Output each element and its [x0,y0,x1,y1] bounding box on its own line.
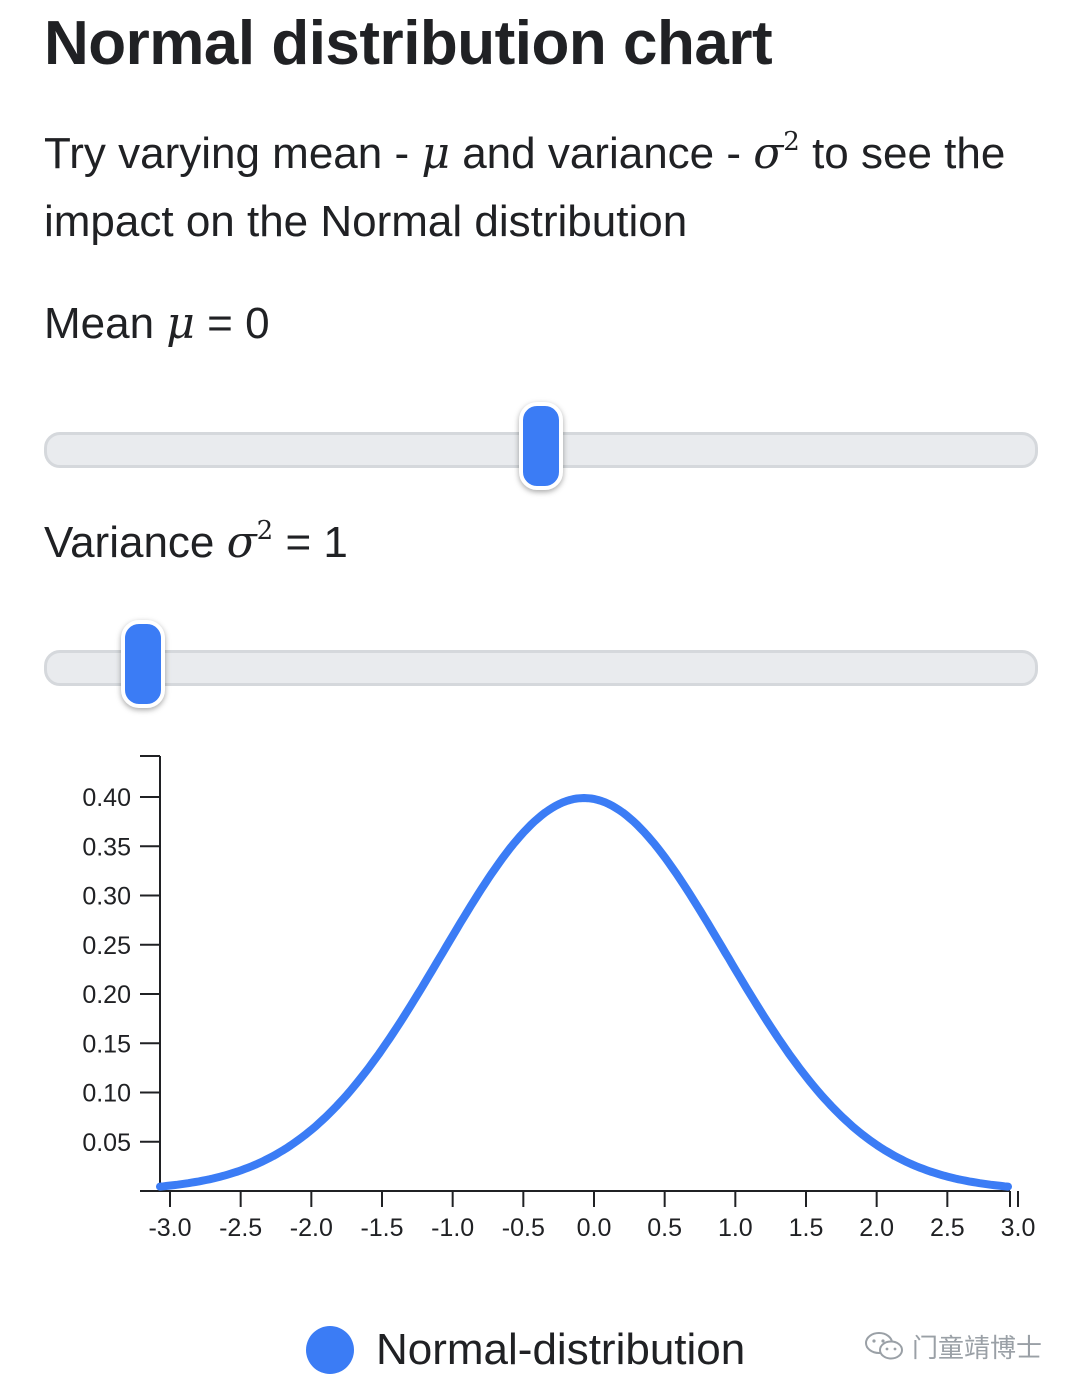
variance-label-text: Variance [44,518,227,567]
x-tick-label: 2.5 [930,1214,965,1242]
page-title: Normal distribution chart [44,9,773,78]
x-tick-label: -1.5 [360,1214,403,1242]
y-tick-label: 0.10 [82,1080,131,1108]
wechat-icon [865,1332,903,1360]
mean-label-text: Mean [44,299,167,348]
x-tick-label: 1.5 [789,1214,824,1242]
variance-symbol: σ [226,517,257,568]
legend: Normal-distribution [306,1322,745,1378]
x-tick-label: -2.0 [290,1214,333,1242]
x-tick-label: -2.5 [219,1214,262,1242]
y-tick-label: 0.35 [82,833,131,861]
x-tick-label: 0.0 [577,1214,612,1242]
mean-symbol: μ [166,298,195,349]
y-tick-label: 0.05 [82,1129,131,1157]
x-tick-label: 2.0 [859,1214,894,1242]
mean-label: Mean μ = 0 [44,298,270,349]
y-tick-label: 0.25 [82,932,131,960]
mu-symbol: μ [421,128,450,179]
mean-equals: = [194,299,246,348]
variance-slider-track[interactable] [44,650,1038,686]
legend-label: Normal-distribution [376,1325,746,1374]
mean-slider[interactable] [44,402,1038,490]
sigma-superscript: 2 [783,127,800,157]
variance-equals: = [273,518,324,567]
watermark-text: 门童靖博士 [912,1332,1043,1363]
description: Try varying mean - μ and variance - σ2 t… [44,108,1044,256]
x-tick-label: 0.5 [647,1214,682,1242]
sigma-symbol: σ [753,128,784,179]
normal-distribution-chart: 0.05 0.10 0.15 0.20 0.25 0.30 0.35 0.40 -3.0 -2.5… [82,755,1036,1242]
x-tick-label: 3.0 [1001,1214,1036,1242]
variance-label: Variance σ2 = 1 [44,516,348,568]
mean-slider-thumb[interactable] [519,402,563,490]
series-line-normal-distribution [156,794,1012,1191]
mean-value: 0 [245,299,270,348]
x-tick-label: -1.0 [431,1214,474,1242]
x-tick-label: -0.5 [502,1214,545,1242]
variance-superscript: 2 [256,516,274,546]
x-tick-label: -3.0 [148,1214,191,1242]
watermark: 门童靖博士 [864,1326,1042,1366]
y-tick-label: 0.15 [82,1030,131,1058]
variance-slider-thumb[interactable] [121,620,166,708]
x-tick-label: 1.0 [718,1214,753,1242]
y-tick-label: 0.30 [82,883,131,911]
description-part-2: and variance - [449,129,754,178]
variance-value: 1 [323,518,348,567]
legend-marker [306,1326,354,1374]
y-tick-label: 0.40 [82,784,131,812]
description-part-3: to see the impact on the Normal distribu… [44,129,1006,246]
description-part-1: Try varying mean - [44,129,422,178]
variance-slider[interactable] [44,620,1038,708]
y-tick-label: 0.20 [82,981,131,1009]
